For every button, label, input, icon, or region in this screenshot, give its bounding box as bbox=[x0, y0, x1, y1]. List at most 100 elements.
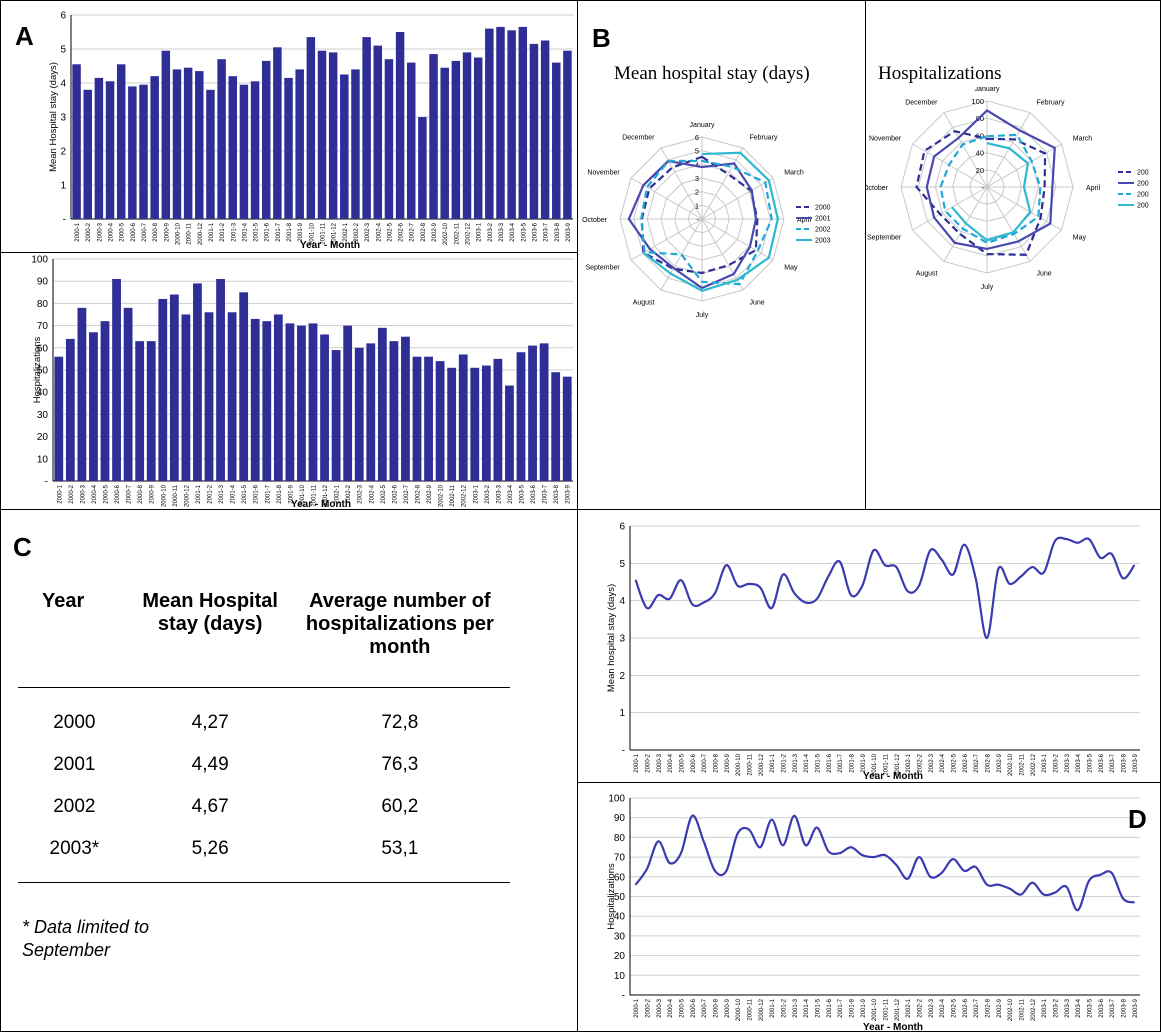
radar-tick-label: 6 bbox=[695, 133, 699, 142]
y-tick-label: 80 bbox=[614, 833, 626, 844]
x-tick-label: 2002-2 bbox=[346, 484, 352, 503]
bar bbox=[100, 321, 110, 481]
table-row: 2002 4,67 60,2 bbox=[18, 786, 510, 828]
bar bbox=[540, 40, 550, 219]
cell-mean-stay: 5,26 bbox=[191, 838, 229, 859]
radar-spoke bbox=[701, 218, 774, 261]
x-tick-label: 2003-8 bbox=[554, 484, 560, 503]
data-point bbox=[918, 856, 920, 858]
x-tick-label: 2000-8 bbox=[153, 222, 159, 241]
data-point bbox=[1088, 880, 1090, 882]
data-point bbox=[1043, 893, 1045, 896]
bar bbox=[539, 343, 549, 481]
x-tick-label: 2001-1 bbox=[770, 753, 776, 772]
y-tick-label: 90 bbox=[614, 813, 626, 824]
y-tick-label: 1 bbox=[619, 708, 625, 719]
x-tick-label: 2001-5 bbox=[242, 484, 248, 503]
panel-d: - 1 2 3 4 5 6 2000-1 2000-2 2000-3 2000-4 2000-5 200… bbox=[577, 509, 1161, 1032]
radar-axis-label: May bbox=[784, 265, 798, 272]
data-point bbox=[1065, 538, 1067, 540]
bar bbox=[94, 77, 104, 220]
y-tick-label: 60 bbox=[37, 343, 49, 354]
radar-axis-label: September bbox=[867, 235, 902, 242]
x-tick-label: 2000-4 bbox=[668, 998, 674, 1017]
legend-label: 2003 bbox=[815, 238, 831, 245]
x-tick-label: 2003-3 bbox=[1065, 998, 1071, 1017]
data-point bbox=[1099, 874, 1101, 876]
x-tick-label: 2003-6 bbox=[1099, 998, 1105, 1017]
y-tick-label: 6 bbox=[60, 11, 66, 22]
x-tick-label: 2003-2 bbox=[1054, 753, 1060, 772]
bar bbox=[146, 341, 156, 481]
x-tick-label: 2001-12 bbox=[895, 753, 901, 776]
radar-series bbox=[642, 151, 779, 292]
x-tick-label: 2001-2 bbox=[220, 222, 226, 241]
data-point bbox=[793, 592, 795, 594]
bar bbox=[195, 71, 204, 219]
data-point bbox=[1111, 553, 1113, 555]
y-tick-label: 50 bbox=[614, 892, 626, 903]
radar-axis-label: December bbox=[905, 99, 938, 106]
radar-title-stay: Mean hospital stay (days) bbox=[614, 63, 810, 84]
series-line bbox=[634, 536, 1136, 640]
bar bbox=[328, 52, 338, 220]
table-row: 2001 4,49 76,3 bbox=[18, 744, 510, 786]
x-tick-label: 2000-12 bbox=[759, 753, 765, 776]
data-point bbox=[1020, 893, 1022, 896]
x-tick-label: 2001-3 bbox=[231, 222, 237, 241]
data-point bbox=[771, 607, 773, 609]
data-point bbox=[725, 564, 727, 566]
radar-spoke bbox=[912, 186, 988, 231]
x-tick-label: 2003-6 bbox=[1099, 753, 1105, 772]
x-tick-label: 2000-10 bbox=[736, 753, 742, 776]
x-tick-label: 2002-11 bbox=[454, 222, 460, 244]
bar bbox=[493, 358, 503, 481]
x-tick-label: 2000-9 bbox=[164, 222, 170, 241]
x-tick-label: 2002-3 bbox=[358, 484, 364, 503]
x-tick-label: 2003-2 bbox=[488, 222, 494, 241]
bar bbox=[250, 318, 260, 481]
bar bbox=[562, 376, 572, 481]
bar bbox=[216, 278, 225, 481]
y-tick-label: 30 bbox=[614, 931, 626, 942]
x-tick-label: 2001-4 bbox=[804, 998, 810, 1017]
bar bbox=[351, 69, 360, 220]
y-tick-label: 20 bbox=[37, 432, 49, 443]
x-tick-label: 2001-4 bbox=[804, 753, 810, 772]
panel-label-a: A bbox=[15, 21, 34, 51]
data-point bbox=[884, 854, 886, 856]
bar bbox=[384, 59, 394, 220]
x-tick-label: 2001-5 bbox=[254, 222, 260, 241]
x-tick-label: 2000-12 bbox=[184, 484, 190, 507]
radar-axis-label: June bbox=[1037, 271, 1052, 278]
x-tick-label: 2001-12 bbox=[332, 222, 338, 245]
x-tick-label: 2003-7 bbox=[543, 484, 549, 503]
x-tick-label: 2001-7 bbox=[838, 753, 844, 772]
y-tick-label: 2 bbox=[60, 147, 66, 158]
x-tick-label: 2001-11 bbox=[884, 753, 890, 775]
data-point bbox=[861, 585, 863, 587]
x-tick-label: 2002-1 bbox=[906, 753, 912, 772]
bar bbox=[227, 312, 237, 481]
data-point bbox=[805, 844, 807, 846]
bar bbox=[320, 334, 329, 481]
x-tick-label: 2001-9 bbox=[288, 484, 294, 503]
bar bbox=[285, 323, 295, 481]
x-tick-label: 2002-8 bbox=[416, 484, 422, 503]
cell-mean-stay: 4,27 bbox=[191, 712, 229, 733]
bar bbox=[295, 69, 304, 220]
data-point bbox=[839, 560, 841, 563]
x-axis-label: Year - Month bbox=[300, 240, 360, 251]
x-tick-label: 2000-9 bbox=[725, 753, 731, 772]
x-tick-label: 2002-9 bbox=[997, 753, 1003, 772]
y-tick-label: 70 bbox=[37, 321, 49, 332]
x-tick-label: 2000-2 bbox=[646, 998, 652, 1017]
x-tick-label: 2000-6 bbox=[131, 222, 137, 241]
x-tick-label: 2002-2 bbox=[354, 222, 360, 241]
x-tick-label: 2000-5 bbox=[680, 998, 686, 1017]
data-point bbox=[986, 884, 988, 886]
data-point bbox=[1077, 909, 1079, 911]
data-point bbox=[657, 840, 659, 842]
radar-series bbox=[951, 142, 1032, 242]
radar-axis-label: February bbox=[1037, 99, 1066, 106]
